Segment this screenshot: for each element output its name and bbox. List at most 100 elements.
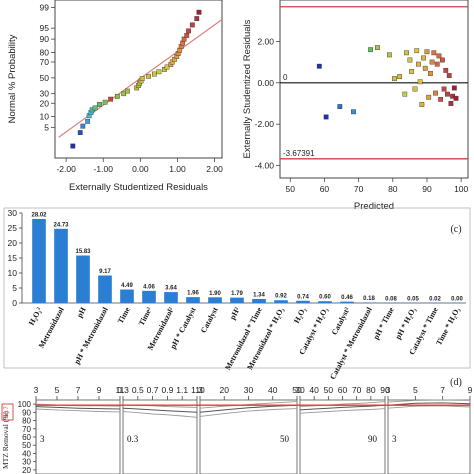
data-point xyxy=(368,47,373,53)
x-tick-label: 9 xyxy=(97,385,102,395)
category-label: pH xyxy=(75,306,88,319)
data-point xyxy=(441,86,447,92)
data-point xyxy=(404,50,409,56)
y-tick-label: 70 xyxy=(40,57,50,67)
data-point xyxy=(414,48,420,54)
x-tick-label: 10 xyxy=(195,385,205,395)
bar-value-label: 0.74 xyxy=(297,294,309,300)
category-label: H₂O₂ xyxy=(292,305,308,325)
y-tick-label: 40 xyxy=(22,449,31,458)
bar xyxy=(120,289,134,303)
bar xyxy=(142,290,156,303)
bar xyxy=(164,292,178,303)
data-point xyxy=(451,85,457,91)
bar-value-label: 4.06 xyxy=(143,284,155,290)
x-tick-label: 0.9 xyxy=(161,385,173,395)
x-tick-label: 90 xyxy=(422,184,432,194)
data-point xyxy=(409,69,414,74)
x-axis-label: Externally Studentized Residuals xyxy=(69,182,208,193)
data-point xyxy=(164,64,170,70)
bar xyxy=(54,228,68,303)
bar-value-label: 24.73 xyxy=(53,222,69,228)
x-tick-label: 30 xyxy=(244,385,254,395)
bar-value-label: 15.83 xyxy=(75,249,91,255)
data-point xyxy=(194,16,200,22)
x-tick-label: 5 xyxy=(55,385,60,395)
y-tick-label: 50 xyxy=(22,441,31,450)
x-axis-label: Predicted xyxy=(354,201,394,212)
data-point xyxy=(184,32,190,38)
current-factor-value: 0.3 xyxy=(127,434,139,444)
panel-label: (c) xyxy=(450,224,461,235)
bar xyxy=(274,300,288,303)
data-point xyxy=(443,67,449,73)
data-point xyxy=(445,91,450,97)
data-point xyxy=(422,65,428,71)
data-point xyxy=(428,71,433,76)
data-point xyxy=(92,105,98,111)
lower-limit-label: -3.67391 xyxy=(283,149,315,158)
prediction-curve xyxy=(35,406,121,410)
plot-frame xyxy=(54,0,223,159)
bar-value-label: 0.05 xyxy=(407,296,419,302)
y-tick-label: 50 xyxy=(40,73,50,83)
y-tick-label: 30 xyxy=(8,208,18,218)
current-factor-value: 3 xyxy=(40,434,45,444)
data-point xyxy=(412,86,418,92)
current-factor-value: 3 xyxy=(392,434,397,444)
data-point xyxy=(421,55,426,61)
data-point xyxy=(392,76,397,82)
bar-value-label: 0.08 xyxy=(385,296,397,302)
data-point xyxy=(181,36,187,42)
prediction-curve xyxy=(387,402,471,406)
category-label: Time² xyxy=(137,305,154,327)
bar-value-label: 1.34 xyxy=(253,292,265,298)
panel-label: (d) xyxy=(450,377,462,388)
bar xyxy=(296,300,310,303)
y-tick-label: 100 xyxy=(18,400,32,409)
profile-panel-frame xyxy=(387,399,471,474)
x-tick-label: 0.5 xyxy=(132,385,144,395)
x-tick-label: 20 xyxy=(220,385,230,395)
data-point xyxy=(189,22,195,28)
category-label: H₂O₂² xyxy=(27,305,44,327)
data-point xyxy=(416,61,421,67)
x-tick-label: 40 xyxy=(268,385,278,395)
y-tick-label: 5 xyxy=(12,283,17,293)
x-tick-label: 80 xyxy=(366,385,376,395)
confidence-lower-curve xyxy=(199,408,298,417)
x-tick-label: 7 xyxy=(440,385,445,395)
y-tick-label: 95 xyxy=(40,23,50,33)
y-tick-label: 10 xyxy=(8,268,18,278)
data-point xyxy=(439,57,445,63)
plot-frame xyxy=(279,0,469,179)
x-tick-label: 50 xyxy=(292,385,302,395)
y-tick-label: -2.00 xyxy=(255,119,275,129)
data-point xyxy=(424,49,430,55)
bar-value-label: 0.46 xyxy=(341,295,353,301)
data-point xyxy=(419,102,425,107)
data-point xyxy=(114,93,120,99)
y-tick-label: 5 xyxy=(44,123,49,133)
x-tick-label: 90 xyxy=(380,385,390,395)
data-point xyxy=(426,94,432,100)
category-label: pH * H₂O₂ xyxy=(393,305,418,341)
x-tick-label: 1.3 xyxy=(191,385,203,395)
y-tick-label: 0.00 xyxy=(257,78,274,88)
data-point xyxy=(85,118,91,124)
category-label: Catalyst² xyxy=(330,305,352,336)
bar-value-label: 0.00 xyxy=(451,297,463,303)
data-point xyxy=(407,57,413,63)
data-point xyxy=(121,91,127,97)
y-tick-label: 90 xyxy=(22,408,31,417)
data-point xyxy=(108,96,114,102)
bar-value-label: 1.96 xyxy=(187,291,199,297)
data-point xyxy=(402,91,408,97)
bar-value-label: 0.92 xyxy=(275,294,287,300)
confidence-upper-curve xyxy=(387,399,471,403)
category-label: Time xyxy=(116,305,132,325)
x-tick-label: 0.00 xyxy=(132,164,149,174)
y-tick-label: 0 xyxy=(12,298,17,308)
category-label: pH * Time xyxy=(371,305,396,341)
data-point xyxy=(433,90,438,96)
